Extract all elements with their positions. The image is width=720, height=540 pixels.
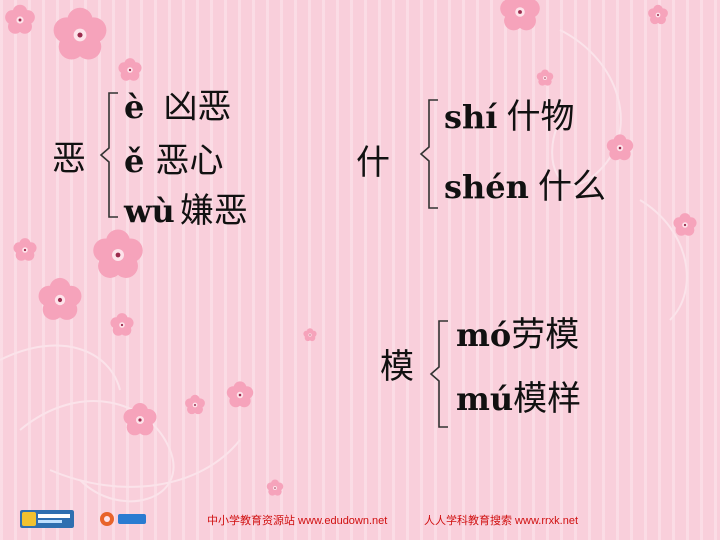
reading-line: wù 嫌恶 [124,194,248,228]
pinyin: è [124,88,145,126]
pinyin: ě [124,142,145,180]
brace-icon [429,320,448,428]
pinyin: shí [444,98,498,136]
pinyin: mó [456,316,512,354]
reading-line: mú模样 [456,382,581,416]
word: 模样 [513,379,582,419]
footer-link-rrxk[interactable]: 人人学科教育搜索 www.rrxk.net [424,515,579,527]
footer-link-edudown[interactable]: 中小学教育资源站 www.edudown.net [207,515,388,527]
edudown-logo-icon [20,510,74,528]
word: 凶恶 [163,87,232,127]
brace-icon [99,92,118,218]
word: 什物 [506,97,575,137]
word: 劳模 [511,315,580,355]
flower-icon [5,0,697,496]
reading-line: mó劳模 [456,318,579,352]
brace-icon [419,99,438,209]
pinyin: shén [444,168,529,206]
group-head-char: 什 [356,143,390,183]
word: 什么 [538,167,606,207]
reading-line: ě 恶心 [124,144,223,178]
reading-line: shí 什物 [444,100,575,134]
footer: 中小学教育资源站 www.edudown.net 人人学科教育搜索 www.rr… [0,506,720,534]
word: 嫌恶 [179,191,248,231]
reading-line: shén 什么 [444,170,606,204]
rrxk-logo-icon [100,512,146,526]
group-head-char: 模 [380,347,414,387]
pinyin: wù [124,192,175,230]
word: 恶心 [155,141,224,181]
pinyin: mú [456,380,514,418]
group-head-char: 恶 [52,139,86,179]
reading-line: è 凶恶 [124,90,231,124]
